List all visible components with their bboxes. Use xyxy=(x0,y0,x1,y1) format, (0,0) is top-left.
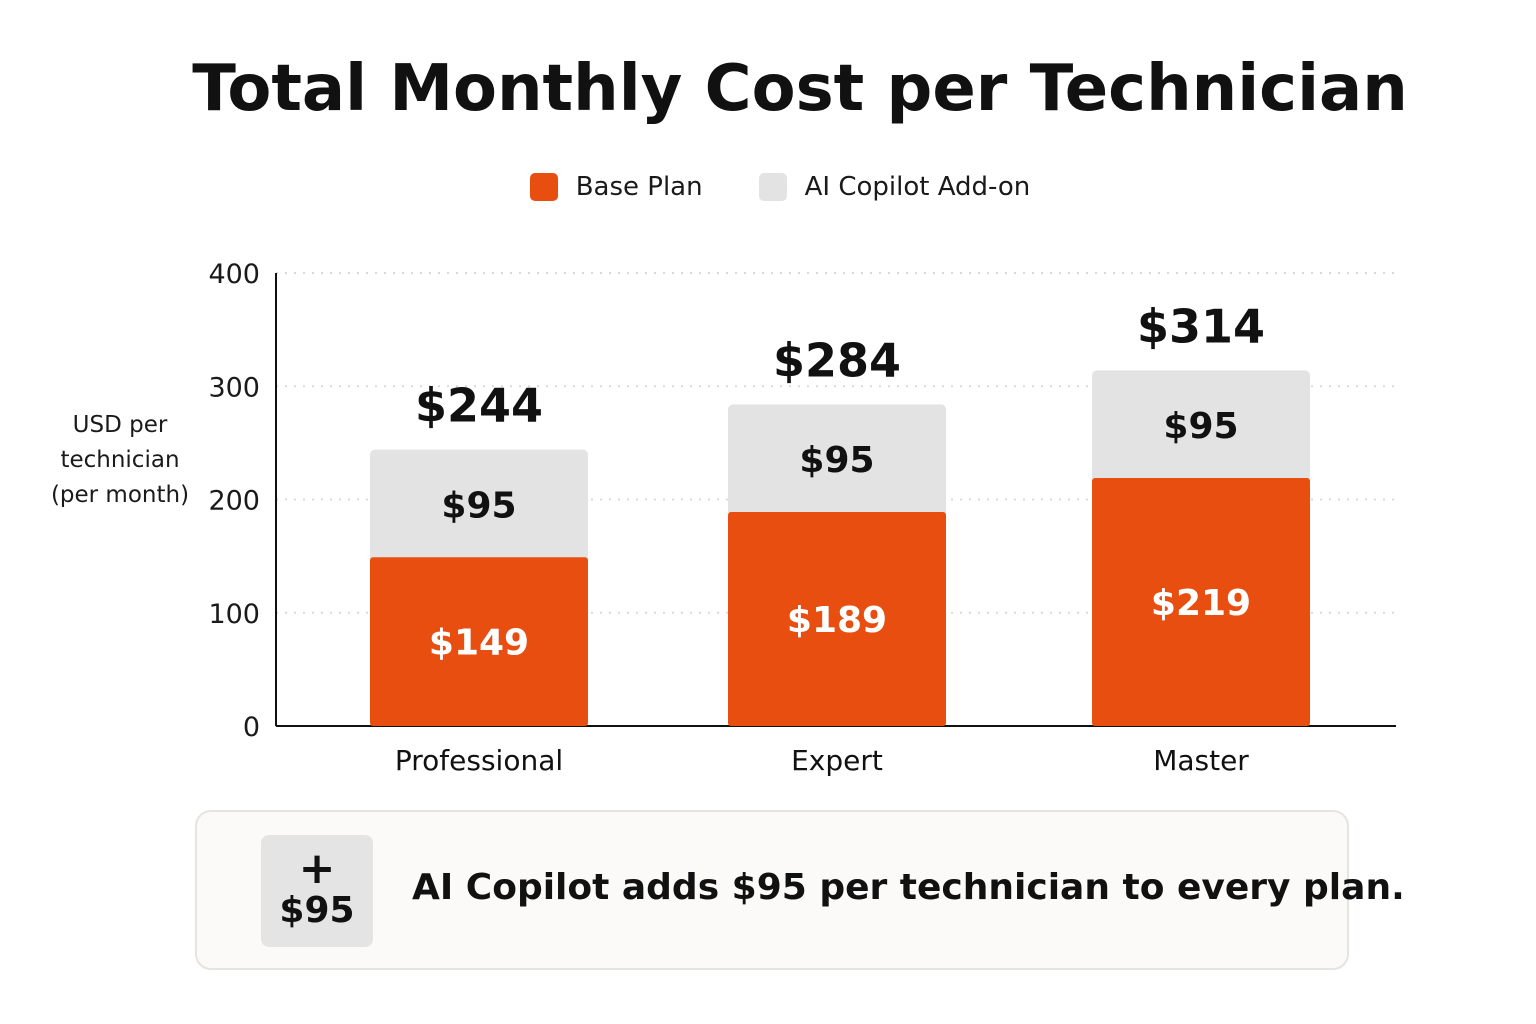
x-tick-label-expert: Expert xyxy=(791,744,883,777)
chart-legend: Base Plan AI Copilot Add-on xyxy=(0,172,1536,202)
data-label-base-plan-expert: $189 xyxy=(787,600,887,641)
bar-ai-copilot-professional xyxy=(370,449,588,562)
note-text: AI Copilot adds $95 per technician to ev… xyxy=(412,867,1405,908)
bar-base-plan-expert xyxy=(728,511,946,726)
data-label-ai-copilot-master: $95 xyxy=(1163,406,1238,447)
bar-base-plan-master xyxy=(1092,477,1310,726)
y-tick-label-300: 300 xyxy=(208,372,260,403)
note-badge: + $95 xyxy=(261,835,373,947)
legend-swatch-ai-copilot xyxy=(758,173,787,201)
note-badge-amount: $95 xyxy=(279,890,355,931)
legend-label-base-plan: Base Plan xyxy=(575,172,703,202)
data-label-ai-copilot-professional: $95 xyxy=(441,485,516,526)
x-tick-label-master: Master xyxy=(1153,744,1249,777)
bar-ai-copilot-expert xyxy=(728,404,946,516)
bar-base-plan-professional xyxy=(370,557,588,726)
bar-ai-copilot-master xyxy=(1092,370,1310,482)
data-label-base-plan-professional: $149 xyxy=(429,623,529,664)
legend-swatch-base-plan xyxy=(529,173,558,201)
data-label-total-professional: $244 xyxy=(415,379,543,433)
y-tick-label-0: 0 xyxy=(243,712,260,743)
y-tick-label-400: 400 xyxy=(208,259,260,290)
legend-label-ai-copilot: AI Copilot Add-on xyxy=(804,172,1031,202)
data-label-ai-copilot-expert: $95 xyxy=(799,440,874,481)
y-axis-label: USD per technician (per month) xyxy=(50,412,190,508)
y-tick-label-200: 200 xyxy=(208,486,260,517)
note-callout: + $95 AI Copilot adds $95 per technician… xyxy=(195,810,1405,970)
x-tick-label-professional: Professional xyxy=(395,744,563,777)
data-label-total-master: $314 xyxy=(1137,299,1265,353)
data-label-total-expert: $284 xyxy=(773,333,901,387)
chart-title: Total Monthly Cost per Technician xyxy=(192,52,1408,126)
plus-icon: + xyxy=(298,843,336,894)
data-label-base-plan-master: $219 xyxy=(1151,583,1251,624)
legend-item-ai-copilot: AI Copilot Add-on xyxy=(758,172,1031,202)
legend-item-base-plan: Base Plan xyxy=(529,172,703,202)
y-tick-label-100: 100 xyxy=(208,599,260,630)
